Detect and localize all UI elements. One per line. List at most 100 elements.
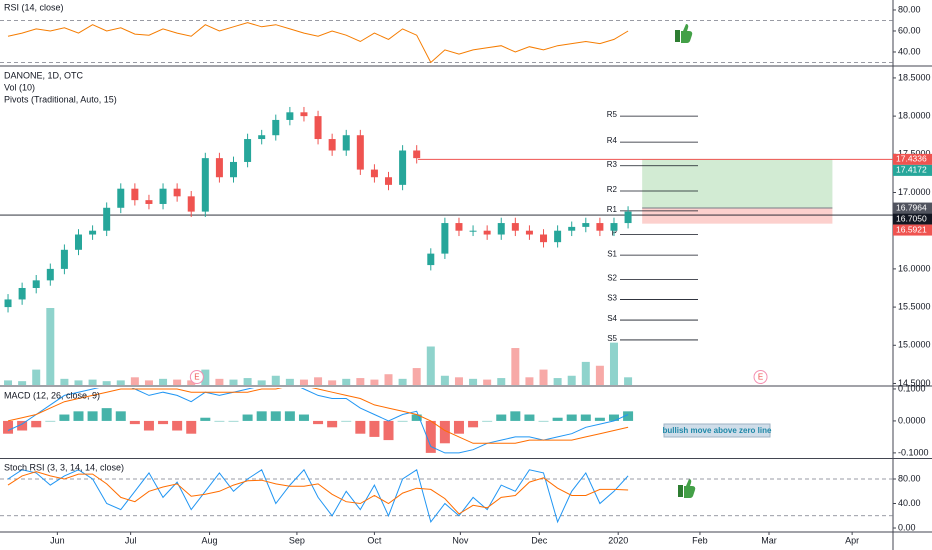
volume-bar — [18, 381, 27, 385]
candle-body — [356, 135, 364, 170]
candle-body — [103, 207, 111, 231]
volume-bar — [116, 380, 125, 385]
stop-zone — [642, 208, 833, 224]
volume-bar — [469, 378, 478, 385]
volume-bar — [595, 365, 604, 385]
histogram-bar — [284, 411, 295, 421]
y-tick-label: 0.1000 — [898, 383, 926, 393]
candle-body — [413, 150, 421, 159]
candle-body — [568, 226, 576, 231]
volume-bar — [88, 379, 97, 385]
annotation-box — [663, 423, 771, 438]
volume-bar — [60, 378, 69, 385]
pivot-label: R3 — [607, 160, 618, 169]
y-tick-label: -0.1000 — [898, 447, 929, 457]
pane — [0, 20, 893, 64]
earnings-marker — [753, 370, 768, 384]
candle-body — [554, 230, 562, 243]
histogram-bar — [214, 420, 225, 422]
stoch-thumb-icon — [678, 479, 696, 498]
histogram-bar — [101, 408, 112, 421]
histogram-bar — [228, 420, 239, 422]
candle-body — [18, 287, 26, 300]
volume-bar — [46, 308, 55, 385]
pane-legend: MACD (12, 26, close, 9) — [4, 390, 100, 400]
candle-body — [60, 249, 68, 269]
histogram-bar — [355, 420, 366, 434]
candle-body — [455, 223, 463, 231]
candle-body — [159, 188, 167, 204]
histogram-bar — [186, 420, 197, 434]
histogram-bar — [158, 420, 169, 425]
x-tick-label: Nov — [452, 535, 469, 545]
pivot-label: R4 — [607, 136, 618, 145]
histogram-bar — [580, 414, 591, 421]
price-label-box — [893, 224, 932, 236]
indicator-line — [7, 471, 629, 515]
price-label: 16.7050 — [896, 213, 927, 223]
price-label: 16.5921 — [896, 224, 927, 234]
volume-bar — [356, 378, 365, 385]
pivot-label: S1 — [607, 249, 617, 258]
y-tick-label: 0.0000 — [898, 415, 926, 425]
indicator-line — [7, 388, 629, 444]
y-tick-label: 0.00 — [898, 522, 916, 532]
candle-body — [32, 280, 40, 288]
price-label: 16.7964 — [896, 202, 927, 212]
candle-body — [187, 196, 195, 212]
volume-bar — [173, 379, 182, 385]
candle-body — [272, 119, 280, 136]
histogram-bar — [524, 414, 535, 421]
pane-legend: Pivots (Traditional, Auto, 15) — [4, 94, 117, 104]
earnings-label: E — [758, 373, 763, 382]
annotation-text: bullish move above zero line — [663, 426, 772, 435]
histogram-bar — [73, 411, 84, 421]
candle-body — [497, 223, 505, 235]
histogram-bar — [397, 420, 408, 422]
histogram-bar — [496, 414, 507, 421]
candle-body — [610, 223, 618, 231]
pane — [3, 388, 634, 454]
pane — [0, 468, 893, 524]
x-tick-label: Dec — [531, 535, 548, 545]
pivot-label: R5 — [607, 110, 618, 119]
macd-annotation: bullish move above zero line — [663, 423, 772, 438]
volume-bar — [271, 375, 280, 385]
histogram-bar — [411, 414, 422, 421]
histogram-bar — [453, 420, 464, 434]
earnings-label: E — [194, 373, 199, 382]
histogram-bar — [439, 420, 450, 444]
histogram-bar — [143, 420, 154, 431]
histogram-bar — [172, 420, 183, 431]
volume-bar — [609, 342, 618, 385]
candle-body — [300, 112, 308, 117]
histogram-bar — [17, 420, 28, 431]
volume-bar — [102, 381, 111, 385]
volume-bar — [328, 380, 337, 385]
candle-body — [46, 268, 54, 281]
earnings-marker — [189, 370, 204, 384]
candle-body — [370, 169, 378, 178]
x-tick-label: Feb — [692, 535, 708, 545]
volume-bar — [201, 369, 210, 385]
x-tick-label: Sep — [289, 535, 305, 545]
volume-bar — [553, 378, 562, 385]
candle-body — [89, 230, 97, 235]
candle-body — [74, 234, 82, 250]
candle-body — [244, 139, 252, 162]
histogram-bar — [115, 411, 126, 421]
price-label: 17.4172 — [896, 165, 927, 175]
y-tick-label: 15.0000 — [898, 340, 931, 350]
volume-bar — [567, 375, 576, 385]
histogram-bar — [369, 420, 380, 437]
volume-bar — [229, 379, 238, 385]
candle-body — [342, 135, 350, 151]
volume-bar — [74, 380, 83, 385]
candle-body — [540, 234, 548, 243]
histogram-bar — [327, 420, 338, 428]
candle-body — [328, 139, 336, 151]
volume-bar — [454, 377, 463, 385]
volume-bar — [159, 378, 168, 385]
histogram-bar — [313, 420, 324, 425]
